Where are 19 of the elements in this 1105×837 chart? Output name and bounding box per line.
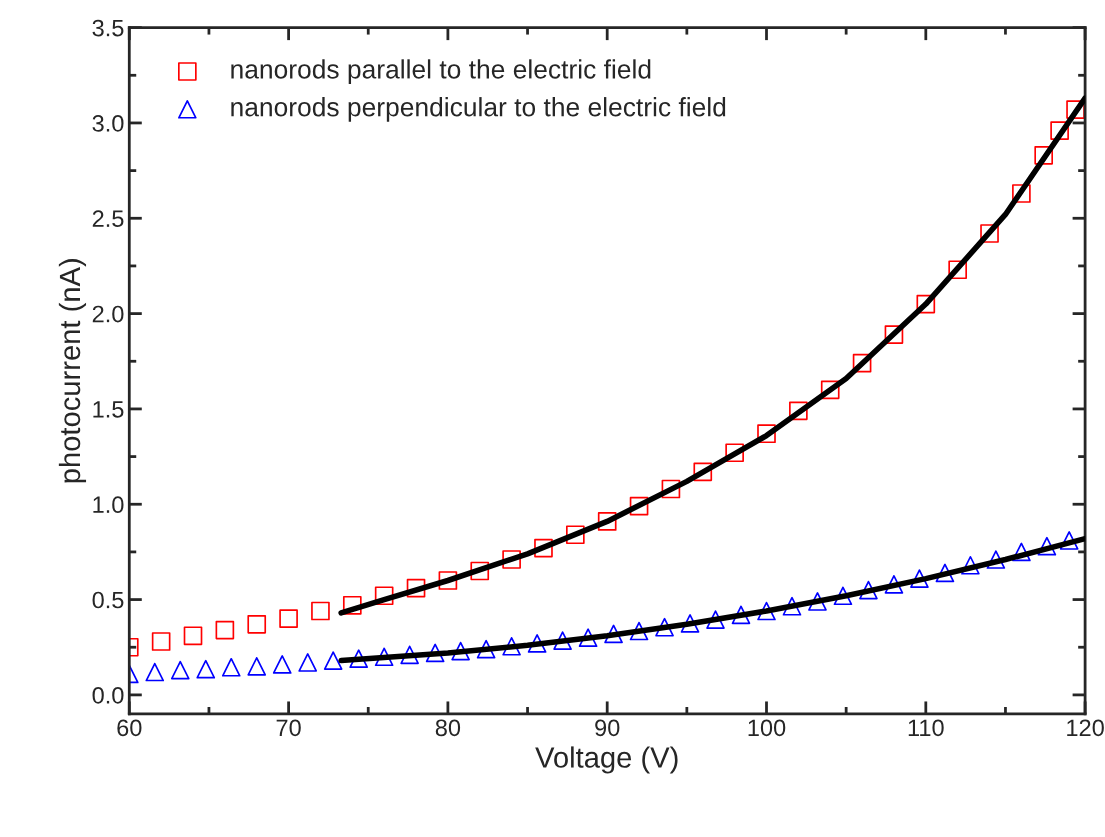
x-axis-title: Voltage (V) bbox=[535, 746, 678, 774]
x-tick-label: 120 bbox=[1067, 719, 1104, 737]
y-tick-label: 0.5 bbox=[92, 591, 124, 609]
legend-label: nanorods perpendicular to the electric field bbox=[231, 97, 726, 122]
y-tick-label: 0.0 bbox=[92, 686, 124, 704]
x-tick-label: 60 bbox=[117, 719, 142, 737]
y-axis-title: photocurrent (nA) bbox=[58, 259, 87, 483]
x-tick-label: 80 bbox=[435, 719, 461, 737]
y-tick-label: 2.0 bbox=[92, 305, 124, 323]
y-tick-label: 1.5 bbox=[93, 401, 124, 418]
y-tick-label: 3.0 bbox=[92, 115, 124, 132]
x-tick-label: 90 bbox=[595, 719, 620, 737]
x-tick-label: 110 bbox=[908, 719, 944, 737]
legend-label: nanorods parallel to the electric field bbox=[231, 59, 651, 84]
y-tick-label: 1.0 bbox=[93, 496, 124, 514]
x-tick-label: 100 bbox=[748, 719, 786, 737]
x-tick-label: 70 bbox=[276, 719, 301, 737]
y-tick-label: 2.5 bbox=[92, 210, 124, 228]
y-tick-label: 3.5 bbox=[92, 19, 124, 37]
